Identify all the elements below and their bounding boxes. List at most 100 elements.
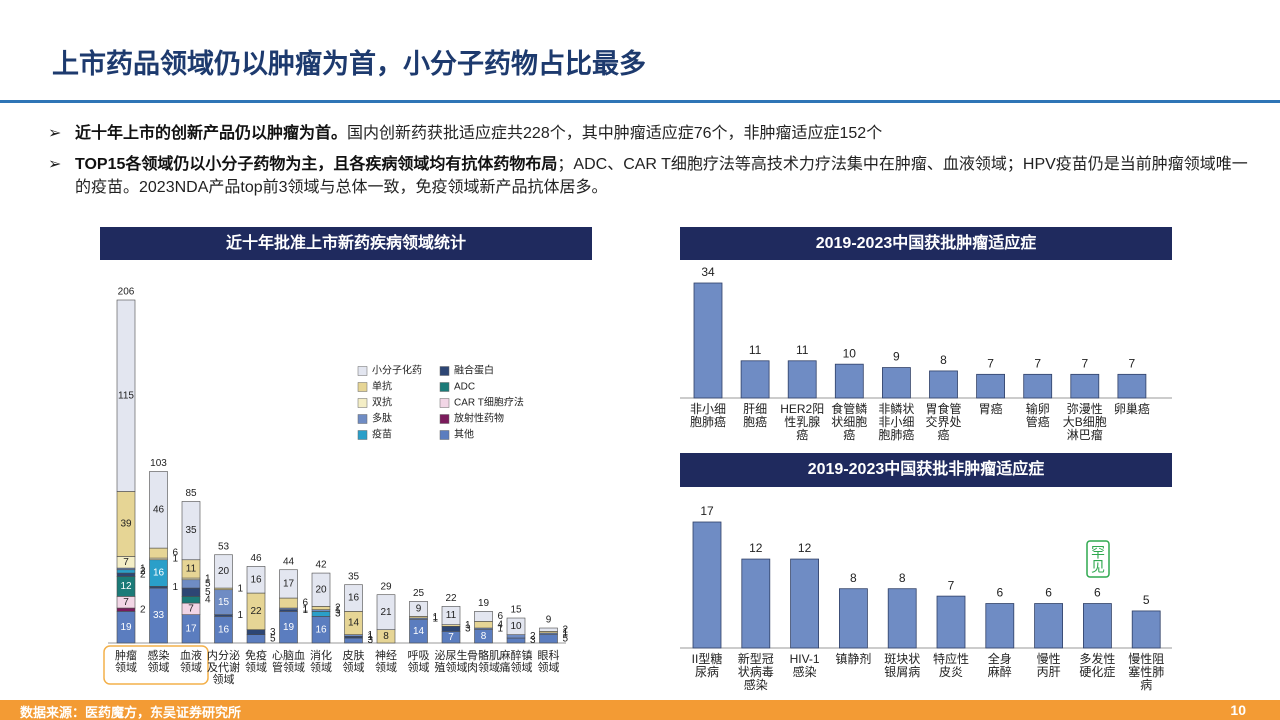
data-label: 1	[498, 623, 504, 634]
data-label: 3	[270, 627, 276, 638]
x-tick-label: 全身麻醉	[988, 651, 1012, 679]
bar-segment	[246, 634, 266, 644]
bar	[1131, 610, 1161, 649]
bullet-body: TOP15各领域仍以小分子药物为主，且各疾病领域均有抗体药物布局；ADC、CAR…	[75, 153, 1248, 199]
data-label: 5	[563, 633, 569, 644]
x-tick-label: 肝细胞癌	[743, 402, 767, 429]
bar-segment	[181, 596, 201, 604]
total-label: 44	[283, 556, 295, 567]
legend-swatch	[439, 398, 450, 408]
legend-swatch	[439, 382, 450, 392]
data-label: 10	[843, 346, 857, 360]
data-label: 16	[315, 624, 327, 635]
data-label: 3	[368, 635, 374, 646]
data-label: 19	[120, 622, 132, 633]
x-tick-label: 非小细胞肺癌	[690, 402, 726, 429]
x-tick-label: 呼吸领域	[408, 649, 430, 674]
x-tick-label: 卵巢癌	[1114, 401, 1150, 416]
data-label: 17	[700, 504, 714, 518]
total-label: 29	[380, 581, 392, 592]
x-tick-label: HER2阳性乳腺癌	[780, 402, 824, 442]
total-label: 19	[478, 598, 490, 609]
bar	[1023, 373, 1053, 399]
data-label: 2	[140, 566, 146, 577]
data-label: 2	[530, 631, 536, 642]
data-label: 7	[1034, 356, 1041, 370]
data-label: 6	[173, 548, 179, 559]
x-tick-label: 食管鳞状细胞癌	[831, 401, 867, 442]
bullet-arrow: ➢	[48, 156, 62, 173]
data-label: 39	[120, 519, 132, 530]
data-label: 7	[448, 632, 454, 643]
data-label: 1	[563, 628, 569, 639]
bar-segment	[279, 569, 298, 599]
data-label: 5	[205, 579, 211, 590]
bar	[790, 558, 819, 649]
slide-title: 上市药品领域仍以肿瘤为首，小分子药物占比最多	[52, 49, 646, 79]
legend-swatch	[357, 382, 368, 392]
bar-segment	[181, 501, 201, 561]
total-label: 42	[315, 560, 327, 571]
bar-segment	[246, 566, 266, 594]
data-label: 11	[186, 564, 197, 575]
data-label: 3	[335, 609, 341, 620]
bar-segment	[214, 554, 233, 589]
title-rule	[0, 100, 1280, 103]
legend-swatch	[357, 430, 368, 440]
bar	[936, 595, 966, 649]
data-label: 33	[153, 610, 165, 621]
total-label: 53	[218, 541, 230, 552]
bar	[976, 373, 1005, 399]
data-label: 15	[218, 597, 230, 608]
data-label: 19	[283, 622, 295, 633]
data-label: 7	[123, 597, 129, 608]
total-label: 46	[250, 553, 262, 564]
bar-segment	[506, 617, 526, 635]
data-label: 6	[498, 611, 504, 622]
data-label: 12	[749, 541, 763, 555]
bullet: ➢ 近十年上市的创新产品仍以肿瘤为首。国内创新药获批适应症共228个，其中肿瘤适…	[48, 122, 1248, 145]
bar-segment	[474, 621, 493, 629]
data-label: 5	[205, 587, 211, 598]
data-label: 16	[153, 568, 165, 579]
bar	[1083, 603, 1112, 649]
bar-segment	[539, 634, 558, 644]
data-label: 14	[348, 618, 360, 629]
data-label: 8	[481, 631, 487, 642]
x-tick-label: 镇静剂	[835, 651, 871, 666]
data-label: 8	[850, 571, 857, 585]
x-tick-label: 消化领域	[310, 648, 332, 674]
x-tick-label: 弥漫性大B细胞淋巴瘤	[1063, 401, 1107, 442]
data-label: 6	[1045, 586, 1052, 600]
bar-segment	[116, 572, 136, 577]
x-tick-label: 心脑血管领域	[272, 648, 305, 674]
x-tick-label: 感染领域	[148, 648, 170, 674]
data-label: 115	[118, 390, 134, 401]
bullet: ➢ TOP15各领域仍以小分子药物为主，且各疾病领域均有抗体药物布局；ADC、C…	[48, 153, 1248, 199]
x-tick-label: 胃食管交界处癌	[925, 401, 961, 442]
data-label: 7	[987, 356, 994, 370]
legend-label: 单抗	[372, 380, 392, 393]
bar-segment	[279, 597, 298, 609]
data-label: 35	[185, 525, 197, 536]
data-label: 7	[1081, 356, 1088, 370]
bar-segment	[441, 626, 461, 632]
legend-label: 双抗	[372, 396, 392, 409]
data-label: 4	[498, 619, 504, 630]
bar	[839, 588, 868, 649]
source: 数据来源：医药魔方，东吴证券研究所	[20, 705, 242, 720]
data-label: 17	[185, 623, 197, 634]
data-label: 2	[335, 603, 341, 614]
data-label: 8	[899, 571, 906, 585]
total-label: 206	[118, 287, 135, 298]
data-label: 46	[153, 504, 165, 515]
bar	[741, 558, 771, 649]
data-label: 1	[173, 582, 179, 593]
data-label: 1	[563, 627, 569, 638]
bar-segment	[311, 572, 331, 607]
data-label: 12	[120, 581, 132, 592]
data-label: 8	[940, 353, 947, 367]
bar-segment	[506, 637, 526, 644]
annotation: 罕见	[1090, 545, 1106, 574]
